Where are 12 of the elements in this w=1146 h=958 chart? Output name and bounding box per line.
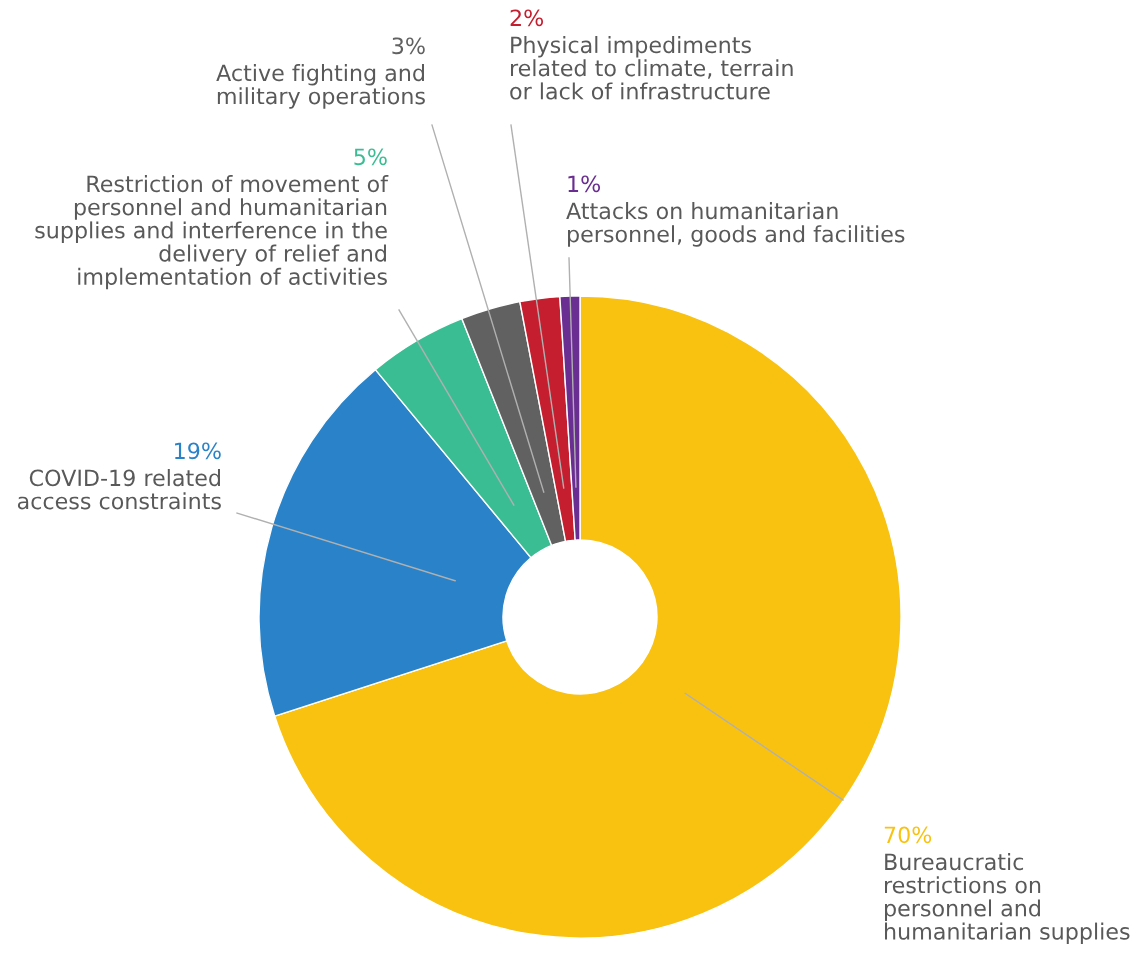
data-label: 3% [392,37,425,55]
slice-label: Physical impediments related to climate, terrain or lack of infrastructure [510,36,793,100]
data-label: 2% [510,9,544,27]
data-label: 5% [354,148,387,166]
slice-label: Restriction of movement of personnel and humanitarian supplies and interference in the delivery of relief and implementation of activities [35,175,389,290]
data-label: 19% [175,442,221,460]
slice-label: Attacks on humanitarian personnel, goods and facilities [566,202,905,247]
slice-label: Bureaucratic restrictions on personnel and humanitarian supplies [885,853,1130,945]
slice-label: COVID-19 related access constraints [17,469,221,510]
slice-label: Active fighting and military operations [216,64,425,109]
data-label: 70% [884,826,932,844]
data-label: 1% [568,175,601,193]
